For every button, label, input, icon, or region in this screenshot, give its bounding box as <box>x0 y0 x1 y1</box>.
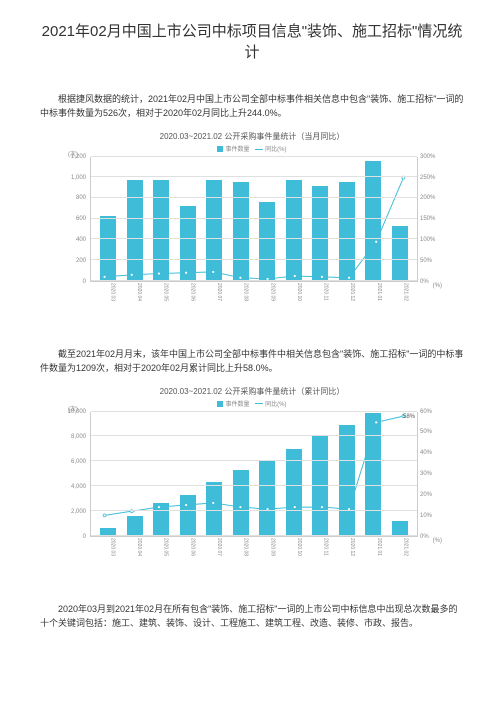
x-tick: 2020.10 <box>286 283 302 307</box>
y-left-tick: 0 <box>62 279 86 285</box>
y-right-tick: 200% <box>420 195 442 201</box>
x-tick: 2021.02 <box>393 283 409 307</box>
y-right-tick: 0% <box>420 534 442 540</box>
bar <box>339 425 355 535</box>
x-tick: 2020.08 <box>233 538 249 562</box>
y-right-tick: 100% <box>420 237 442 243</box>
x-tick: 2020.07 <box>206 538 222 562</box>
y-right-tick: 50% <box>420 258 442 264</box>
x-tick: 2020.12 <box>339 283 355 307</box>
legend-bar-icon <box>217 146 223 152</box>
chart-2-area: (次) (%) 02,0004,0006,0008,00010,000 0%10… <box>62 412 442 562</box>
bar <box>127 516 143 536</box>
y-left-tick: 2,000 <box>62 509 86 515</box>
x-tick: 2020.09 <box>259 283 275 307</box>
legend-line-icon <box>255 403 263 404</box>
y-left-tick: 6,000 <box>62 459 86 465</box>
legend-bar-label: 事件数量 <box>225 147 249 153</box>
page-title: 2021年02月中国上市公司中标项目信息"装饰、施工招标"情况统计 <box>40 20 464 62</box>
paragraph-1: 根据捷风数据的统计，2021年02月中国上市公司全部中标事件相关信息中包含"装饰… <box>40 92 464 121</box>
x-tick: 2020.11 <box>313 538 329 562</box>
chart-1-title: 2020.03~2021.02 公开采购事件量统计（当月同比） <box>62 131 442 142</box>
y-left-tick: 800 <box>62 195 86 201</box>
x-tick: 2020.05 <box>153 538 169 562</box>
x-tick: 2020.04 <box>126 538 142 562</box>
x-tick: 2020.04 <box>126 283 142 307</box>
bar <box>392 521 408 536</box>
y-left-tick: 600 <box>62 216 86 222</box>
x-tick: 2021.01 <box>366 538 382 562</box>
chart-2-plot: 58% <box>90 412 418 537</box>
x-tick: 2020.05 <box>153 283 169 307</box>
x-tick: 2021.02 <box>393 538 409 562</box>
chart-1-plot <box>90 157 418 282</box>
bar <box>259 202 275 281</box>
chart-2-title: 2020.03~2021.02 公开采购事件量统计（累计同比） <box>62 386 442 397</box>
bar <box>312 436 328 535</box>
chart-1: 2020.03~2021.02 公开采购事件量统计（当月同比） 事件数量 同比(… <box>62 131 442 307</box>
legend-bar-label: 事件数量 <box>225 402 249 408</box>
y-left-tick: 10,000 <box>62 409 86 415</box>
paragraph-2: 截至2021年02月月末，该年中国上市公司全部中标事件中相关信息包含"装饰、施工… <box>40 347 464 376</box>
legend-line-label: 同比(%) <box>265 402 286 408</box>
y-left-tick: 400 <box>62 237 86 243</box>
y-right-tick: 10% <box>420 513 442 519</box>
chart-1-bars <box>91 157 417 281</box>
bar <box>180 495 196 536</box>
y-right-tick: 0% <box>420 279 442 285</box>
y-right-tick: 250% <box>420 175 442 181</box>
bar <box>100 216 116 281</box>
y-right-tick: 30% <box>420 471 442 477</box>
y-left-tick: 200 <box>62 258 86 264</box>
chart-2: 2020.03~2021.02 公开采购事件量统计（累计同比） 事件数量 同比(… <box>62 386 442 562</box>
chart-2-bars <box>91 412 417 536</box>
bar <box>127 180 143 281</box>
y-right-tick: 150% <box>420 216 442 222</box>
chart-2-final-label: 58% <box>403 414 415 420</box>
bar <box>312 186 328 281</box>
bar <box>365 161 381 281</box>
bar <box>286 449 302 536</box>
chart-1-x-labels: 2020.03 2020.04 2020.05 2020.06 2020.07 2020.… <box>90 283 418 307</box>
bar <box>365 413 381 536</box>
x-tick: 2020.03 <box>99 538 115 562</box>
x-tick: 2020.09 <box>259 538 275 562</box>
chart-1-area: (次) (%) 02004006008001,0001,200 0%50%100… <box>62 157 442 307</box>
x-tick: 2020.06 <box>179 538 195 562</box>
y-right-tick: 20% <box>420 492 442 498</box>
x-tick: 2021.01 <box>366 283 382 307</box>
legend-bar-icon <box>217 401 223 407</box>
bar <box>233 470 249 536</box>
bar <box>206 180 222 281</box>
document-page: 2021年02月中国上市公司中标项目信息"装饰、施工招标"情况统计 根据捷风数据… <box>0 0 504 680</box>
y-left-tick: 8,000 <box>62 434 86 440</box>
chart-2-legend: 事件数量 同比(%) <box>62 399 442 408</box>
bar <box>392 226 408 281</box>
x-tick: 2020.08 <box>233 283 249 307</box>
bar <box>259 461 275 535</box>
bar <box>153 180 169 281</box>
y-right-tick: 300% <box>420 154 442 160</box>
paragraph-3: 2020年03月到2021年02月在所有包含"装饰、施工招标"一词的上市公司中标… <box>40 602 464 631</box>
x-tick: 2020.10 <box>286 538 302 562</box>
x-tick: 2020.12 <box>339 538 355 562</box>
y-left-tick: 4,000 <box>62 484 86 490</box>
bar <box>286 180 302 281</box>
legend-line-label: 同比(%) <box>265 147 286 153</box>
x-tick: 2020.07 <box>206 283 222 307</box>
bar <box>153 503 169 535</box>
y-left-tick: 1,200 <box>62 154 86 160</box>
x-tick: 2020.03 <box>99 283 115 307</box>
chart-1-legend: 事件数量 同比(%) <box>62 144 442 153</box>
y-left-tick: 1,000 <box>62 175 86 181</box>
y-right-tick: 60% <box>420 409 442 415</box>
chart-2-x-labels: 2020.03 2020.04 2020.05 2020.06 2020.07 2020.… <box>90 538 418 562</box>
x-tick: 2020.06 <box>179 283 195 307</box>
y-left-tick: 0 <box>62 534 86 540</box>
x-tick: 2020.11 <box>313 283 329 307</box>
y-right-tick: 40% <box>420 450 442 456</box>
y-right-tick: 50% <box>420 429 442 435</box>
legend-line-icon <box>255 149 263 150</box>
